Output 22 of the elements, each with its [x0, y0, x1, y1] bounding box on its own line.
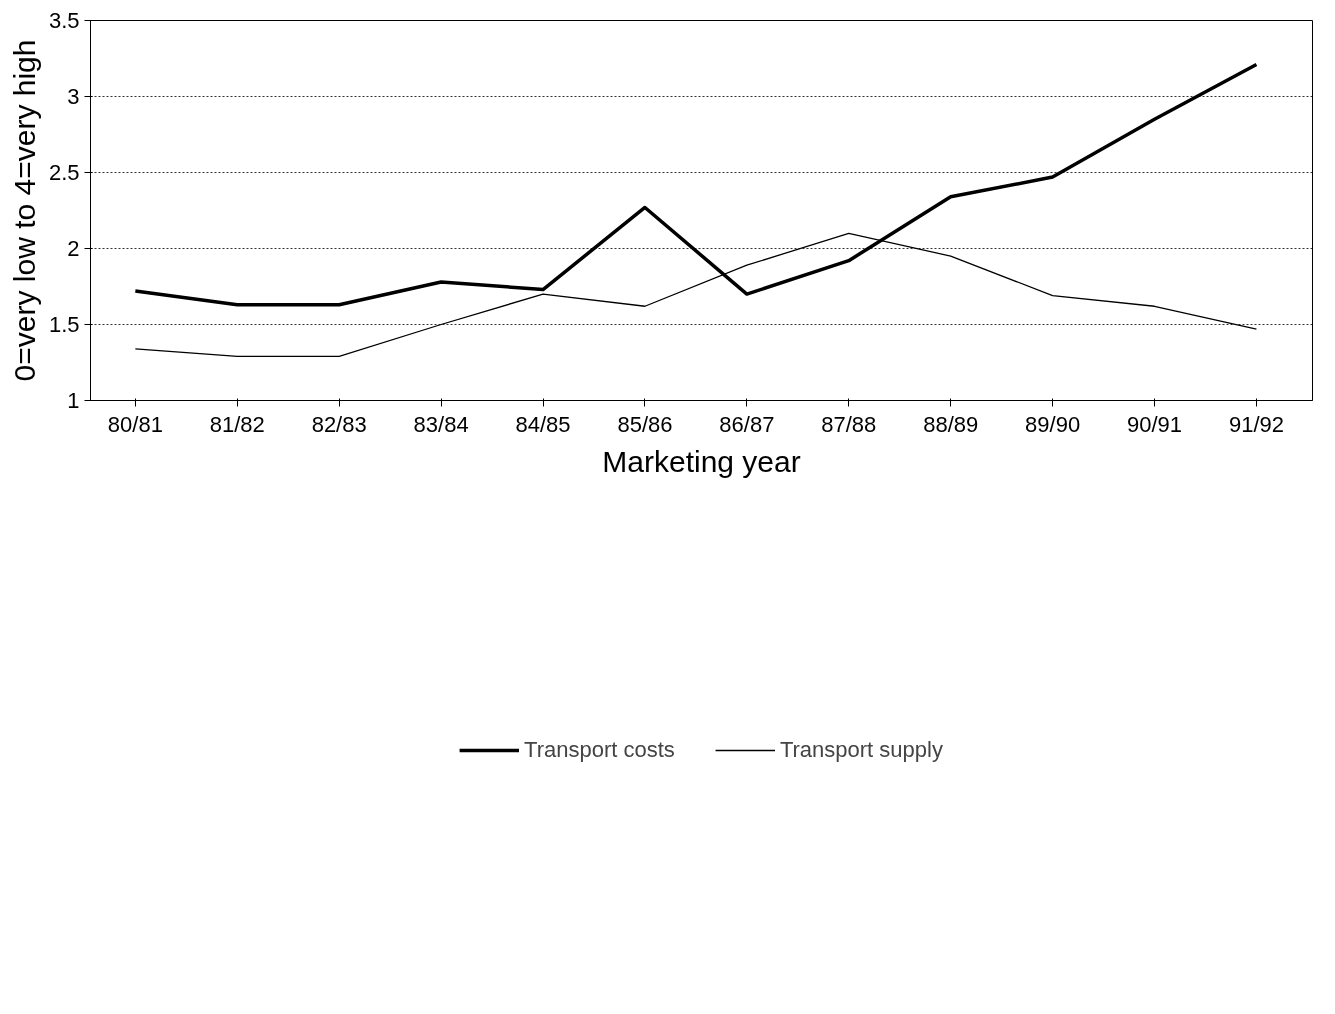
y-tick-label: 3 [67, 84, 80, 109]
x-tick-label: 85/86 [617, 411, 673, 437]
y-tick-label: 3.5 [48, 8, 80, 33]
legend-label: Transport costs [524, 737, 675, 763]
x-tick-label: 90/91 [1127, 411, 1183, 437]
x-tick-label: 83/84 [413, 411, 469, 437]
y-tick-label: 1 [67, 388, 80, 413]
x-tick-label: 81/82 [209, 411, 265, 437]
x-tick-label: 86/87 [719, 411, 775, 437]
legend-label: Transport supply [779, 737, 943, 763]
x-tick-label: 87/88 [821, 411, 877, 437]
x-axis-title: Marketing year [602, 444, 801, 478]
x-tick-label: 91/92 [1228, 411, 1284, 437]
x-tick-label: 89/90 [1025, 411, 1081, 437]
x-tick-label: 82/83 [311, 411, 367, 437]
y-tick-label: 2 [67, 236, 80, 261]
y-tick-label: 1.5 [48, 312, 80, 337]
y-axis-title: 0=very low to 4=very high [7, 39, 41, 382]
x-tick-label: 84/85 [515, 411, 571, 437]
y-tick-label: 2.5 [48, 160, 80, 185]
x-tick-label: 80/81 [107, 411, 163, 437]
x-tick-label: 88/89 [923, 411, 979, 437]
